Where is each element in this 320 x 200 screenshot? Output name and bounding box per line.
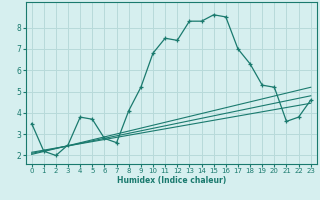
X-axis label: Humidex (Indice chaleur): Humidex (Indice chaleur) bbox=[116, 176, 226, 185]
